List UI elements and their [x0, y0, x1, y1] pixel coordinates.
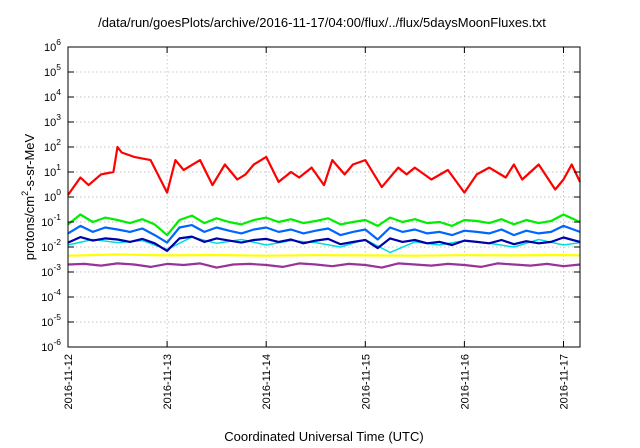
chart-title: /data/run/goesPlots/archive/2016-11-17/0… [98, 15, 546, 30]
y-tick-base: 10 [44, 117, 56, 129]
series-line-7 [67, 262, 581, 269]
y-tick-base: 10 [41, 292, 53, 304]
y-tick-base: 10 [41, 267, 53, 279]
y-tick-base: 10 [41, 242, 53, 254]
y-tick-exponent: 0 [56, 187, 61, 197]
y-tick-label: 106 [44, 37, 61, 54]
y-tick-label: 10-3 [41, 262, 61, 279]
y-tick-base: 10 [44, 192, 56, 204]
x-tick-label: 2016-11-14 [261, 354, 273, 409]
y-tick-exponent: -3 [53, 262, 61, 272]
y-tick-label: 100 [44, 187, 61, 204]
x-axis-title: Coordinated Universal Time (UTC) [224, 429, 423, 444]
x-tick-label: 2016-11-12 [63, 354, 75, 409]
grid [68, 47, 580, 347]
series-line-1 [67, 145, 581, 196]
y-tick-label: 103 [44, 112, 61, 129]
y-tick-label: 102 [44, 137, 61, 154]
y-axis-title-suffix: -s-sr-MeV [22, 133, 37, 190]
y-tick-exponent: 2 [56, 137, 61, 147]
y-tick-label: 10-1 [41, 212, 61, 229]
y-tick-label: 105 [44, 62, 61, 79]
y-tick-label: 10-6 [41, 337, 61, 354]
y-tick-exponent: -1 [53, 212, 61, 222]
y-tick-exponent: 5 [56, 62, 61, 72]
y-tick-label: 10-5 [41, 312, 61, 329]
y-axis-title: protons/cm2-s-sr-MeV [20, 133, 37, 260]
series-line-2 [67, 213, 581, 237]
y-tick-exponent: -2 [53, 237, 61, 247]
y-tick-base: 10 [44, 42, 56, 54]
y-tick-label: 10-4 [41, 287, 61, 304]
x-axis: 2016-11-12 2016-11-13 2016-11-14 2016-11-15… [63, 47, 570, 409]
y-tick-label: 101 [44, 162, 61, 179]
y-axis: 10-610-510-410-310-210-11001011021031041… [41, 37, 580, 354]
y-tick-exponent: 6 [56, 37, 61, 47]
x-tick-label: 2016-11-15 [360, 354, 372, 409]
y-tick-base: 10 [44, 167, 56, 179]
series-line-3 [67, 236, 581, 254]
x-tick-label: 2016-11-13 [162, 354, 174, 409]
series-line-5 [67, 235, 581, 252]
y-tick-exponent: 3 [56, 112, 61, 122]
y-tick-base: 10 [44, 67, 56, 79]
y-tick-base: 10 [41, 217, 53, 229]
y-tick-exponent: -4 [53, 287, 61, 297]
y-tick-exponent: 1 [56, 162, 61, 172]
x-tick-label: 2016-11-17 [558, 354, 570, 409]
y-tick-exponent: 4 [56, 87, 61, 97]
y-tick-label: 10-2 [41, 237, 61, 254]
x-tick-label: 2016-11-16 [459, 354, 471, 409]
y-axis-title-sup: 2 [20, 191, 30, 196]
y-axis-title-prefix: protons/cm [22, 196, 37, 260]
y-tick-label: 104 [44, 87, 61, 104]
series-line-4 [67, 224, 581, 244]
y-tick-exponent: -6 [53, 337, 61, 347]
y-tick-base: 10 [44, 142, 56, 154]
y-tick-base: 10 [44, 92, 56, 104]
series-line-6 [67, 253, 581, 257]
y-tick-base: 10 [41, 317, 53, 329]
series-group [67, 145, 581, 269]
y-tick-exponent: -5 [53, 312, 61, 322]
y-tick-base: 10 [41, 342, 53, 354]
